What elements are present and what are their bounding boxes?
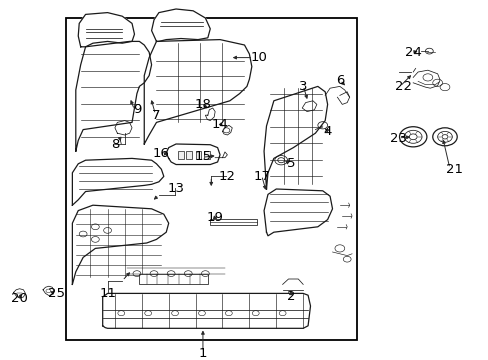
Polygon shape — [264, 86, 327, 189]
Text: 20: 20 — [11, 292, 28, 305]
Polygon shape — [264, 189, 332, 236]
Text: 24: 24 — [404, 46, 421, 59]
Text: 10: 10 — [250, 51, 267, 64]
Bar — [178, 151, 184, 159]
Text: 1: 1 — [198, 347, 207, 360]
Polygon shape — [72, 205, 168, 284]
Bar — [139, 274, 207, 284]
Text: 18: 18 — [194, 98, 211, 111]
Polygon shape — [166, 144, 220, 165]
Text: 23: 23 — [389, 132, 406, 145]
Text: 2: 2 — [286, 291, 295, 303]
Text: 8: 8 — [110, 138, 119, 150]
Bar — [185, 151, 191, 159]
Polygon shape — [72, 158, 163, 205]
Polygon shape — [14, 289, 25, 298]
Bar — [195, 151, 201, 159]
Text: 17: 17 — [253, 170, 269, 183]
Bar — [210, 219, 256, 225]
Text: 25: 25 — [48, 287, 64, 300]
Text: 4: 4 — [323, 125, 331, 138]
Text: 16: 16 — [153, 147, 169, 159]
Polygon shape — [78, 13, 134, 47]
Text: 7: 7 — [152, 109, 161, 122]
Text: 3: 3 — [298, 80, 307, 93]
Polygon shape — [76, 41, 151, 151]
Text: 15: 15 — [194, 150, 211, 163]
Text: 11: 11 — [99, 287, 116, 300]
Text: 14: 14 — [211, 118, 228, 131]
Polygon shape — [151, 9, 210, 41]
Text: 9: 9 — [132, 103, 141, 116]
Text: 5: 5 — [286, 157, 295, 170]
Text: 6: 6 — [335, 75, 344, 87]
Polygon shape — [102, 293, 310, 328]
Bar — [204, 151, 210, 159]
Text: 12: 12 — [219, 170, 235, 183]
Text: 21: 21 — [446, 163, 462, 176]
Text: 19: 19 — [206, 211, 223, 224]
Polygon shape — [144, 40, 251, 144]
Text: 13: 13 — [167, 183, 184, 195]
Bar — [66, 18, 356, 340]
Polygon shape — [43, 286, 54, 296]
Text: 22: 22 — [394, 80, 411, 93]
